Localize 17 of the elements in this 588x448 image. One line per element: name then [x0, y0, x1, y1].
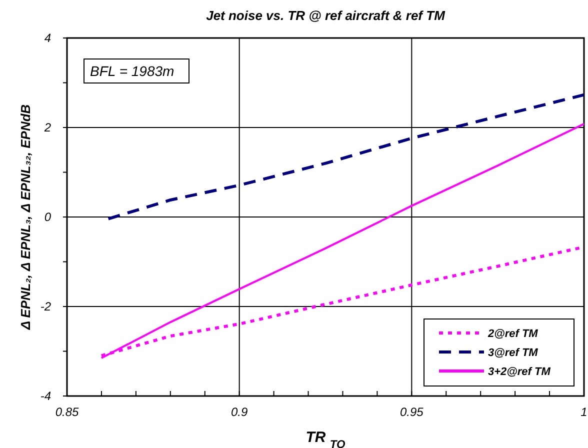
annotation: BFL = 1983m: [90, 63, 175, 79]
legend-label: 3+2@ref TM: [488, 366, 552, 378]
y-tick-label: -4: [40, 389, 52, 403]
y-tick-label: 4: [44, 31, 52, 45]
line-series: [106, 93, 586, 220]
x-tick-label: 0.95: [400, 405, 424, 419]
legend-label: 2@ref TM: [487, 328, 539, 340]
legend-label: 3@ref TM: [488, 347, 539, 359]
x-tick-label: 0.9: [230, 405, 248, 419]
y-axis-title: Δ EPNL₂, Δ EPNL₃, Δ EPNL₃₂, EPNdB: [18, 104, 33, 331]
y-tick-label: 2: [43, 120, 52, 134]
x-tick-label: 1: [580, 405, 588, 419]
chart-title: Jet noise vs. TR @ ref aircraft & ref TM: [206, 8, 446, 23]
x-tick-label: 0.85: [55, 405, 79, 419]
y-tick-label: -2: [40, 300, 52, 314]
x-axis-title: TR $_{TO}$: [306, 429, 346, 448]
y-tick-label: 0: [44, 210, 52, 224]
